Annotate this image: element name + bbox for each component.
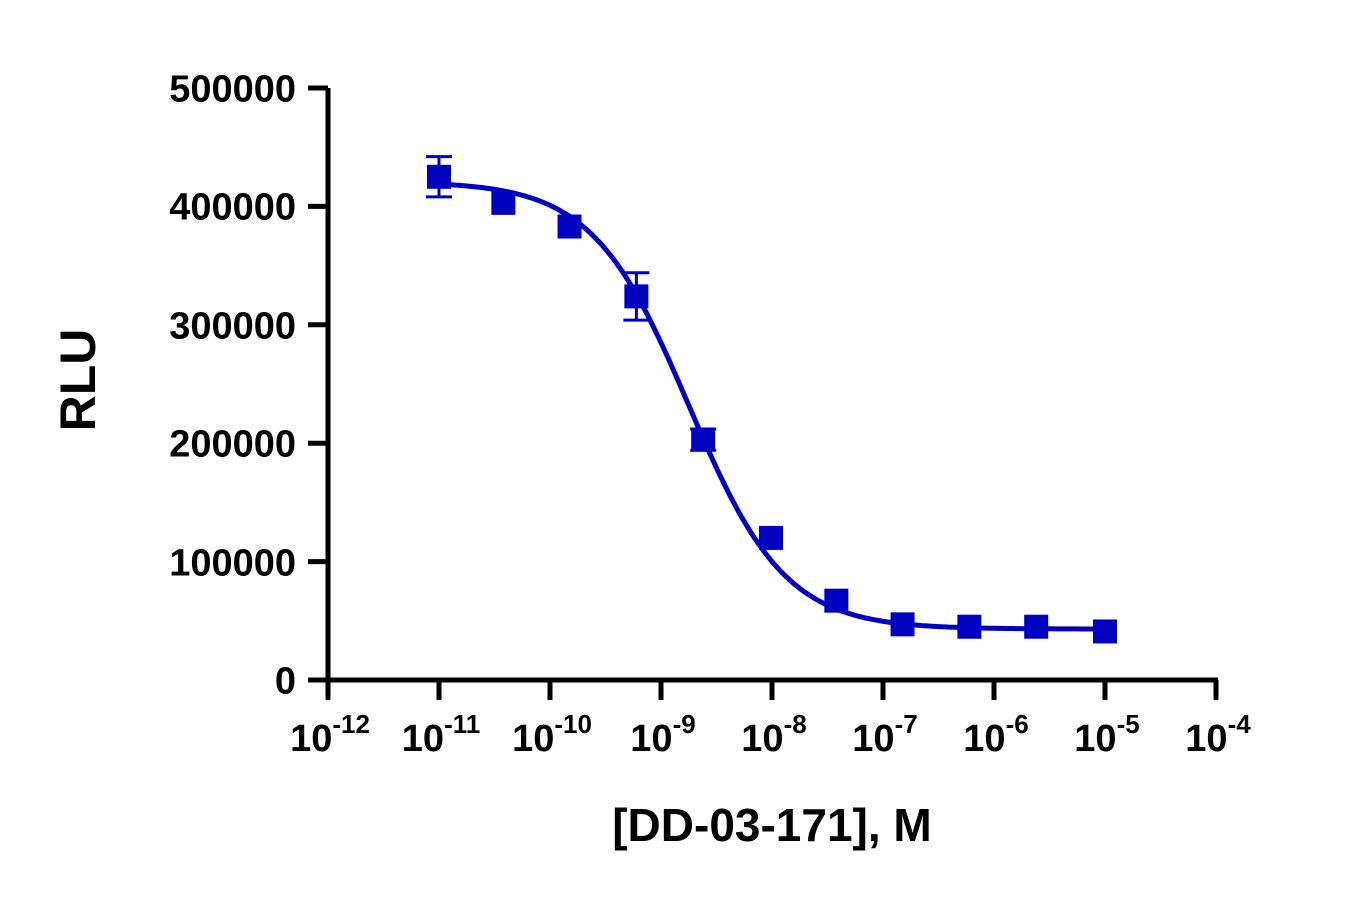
y-tick-label: 400000 bbox=[169, 186, 296, 229]
x-tick-label: 10-8 bbox=[741, 709, 807, 760]
x-tick-label: 10-6 bbox=[963, 709, 1029, 760]
y-tick-label: 0 bbox=[274, 660, 296, 703]
x-tick-label: 10-4 bbox=[1185, 709, 1251, 760]
x-tick-label: 10-9 bbox=[630, 709, 696, 760]
y-tick-label: 200000 bbox=[169, 423, 296, 466]
x-axis-label: [DD-03-171], M bbox=[612, 799, 932, 851]
fit-curve bbox=[438, 181, 1105, 632]
x-tick-label: 10-12 bbox=[290, 709, 370, 760]
x-tick-label: 10-7 bbox=[852, 709, 918, 760]
data-point bbox=[491, 190, 516, 215]
y-tick-label: 300000 bbox=[169, 305, 296, 348]
x-tick-label: 10-5 bbox=[1074, 709, 1140, 760]
y-tick-label: 500000 bbox=[169, 68, 296, 111]
data-points bbox=[426, 155, 1117, 644]
x-tick-label: 10-10 bbox=[512, 709, 592, 760]
data-point bbox=[1024, 614, 1049, 639]
y-axis-label: RLU bbox=[50, 328, 106, 432]
data-point bbox=[690, 427, 717, 452]
data-point bbox=[1093, 619, 1117, 644]
y-tick-label: 100000 bbox=[169, 542, 296, 585]
x-tick-label: 10-11 bbox=[401, 709, 481, 760]
data-point bbox=[957, 614, 982, 639]
data-point bbox=[557, 214, 582, 239]
data-point bbox=[623, 271, 650, 322]
data-point bbox=[426, 155, 452, 199]
axes bbox=[308, 85, 1219, 700]
data-point bbox=[759, 525, 784, 550]
data-point bbox=[824, 588, 849, 613]
data-point bbox=[890, 612, 915, 637]
